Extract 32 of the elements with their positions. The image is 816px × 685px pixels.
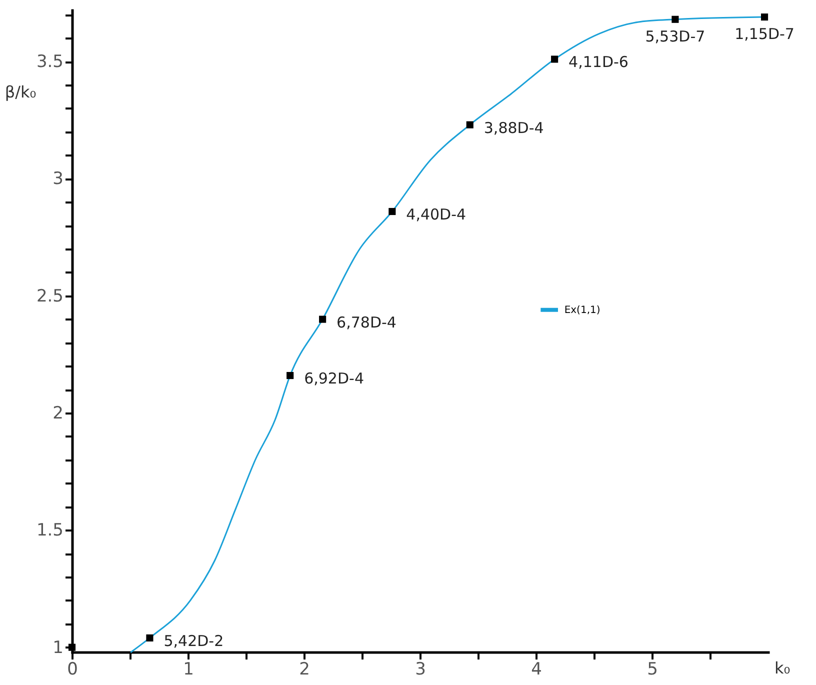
annotation: 4,40D-4 bbox=[406, 206, 466, 224]
point bbox=[760, 13, 768, 21]
annotation: 1,15D-7 bbox=[734, 25, 794, 44]
annotation: 3,88D-4 bbox=[484, 118, 544, 137]
x-tick-label: 1 bbox=[183, 660, 194, 680]
y-tick-label: 2 bbox=[52, 404, 64, 424]
x-tick-label: 3 bbox=[415, 660, 426, 680]
x-tick-label: 2 bbox=[299, 660, 310, 680]
annotation: 6,78D-4 bbox=[336, 313, 396, 332]
point bbox=[146, 634, 154, 642]
point bbox=[388, 208, 396, 216]
x-axis-title: k₀ bbox=[774, 658, 790, 678]
y-tick-label: 1.5 bbox=[36, 520, 64, 541]
y-tick-label: 3 bbox=[52, 169, 64, 190]
point bbox=[319, 316, 326, 323]
annotation: 4,11D-6 bbox=[568, 53, 628, 72]
x-tick-label: 4 bbox=[531, 660, 542, 680]
point bbox=[466, 121, 474, 128]
point bbox=[286, 372, 294, 380]
annotation: 6,92D-4 bbox=[304, 370, 364, 388]
y-axis-title: β/k₀ bbox=[4, 82, 36, 102]
legend-label: Ex(1,1) bbox=[564, 304, 600, 316]
annotation: 5,42D-2 bbox=[164, 632, 224, 650]
y-tick-label: 2.5 bbox=[36, 286, 64, 306]
x-tick-label: 5 bbox=[647, 660, 658, 680]
y-tick-label: 3.5 bbox=[36, 52, 64, 72]
point bbox=[551, 56, 558, 63]
y-tick-label: 1 bbox=[52, 638, 64, 658]
point bbox=[68, 644, 76, 651]
annotation: 5,53D-7 bbox=[645, 27, 706, 46]
point bbox=[672, 16, 679, 23]
x-tick-label: 0 bbox=[67, 660, 78, 680]
